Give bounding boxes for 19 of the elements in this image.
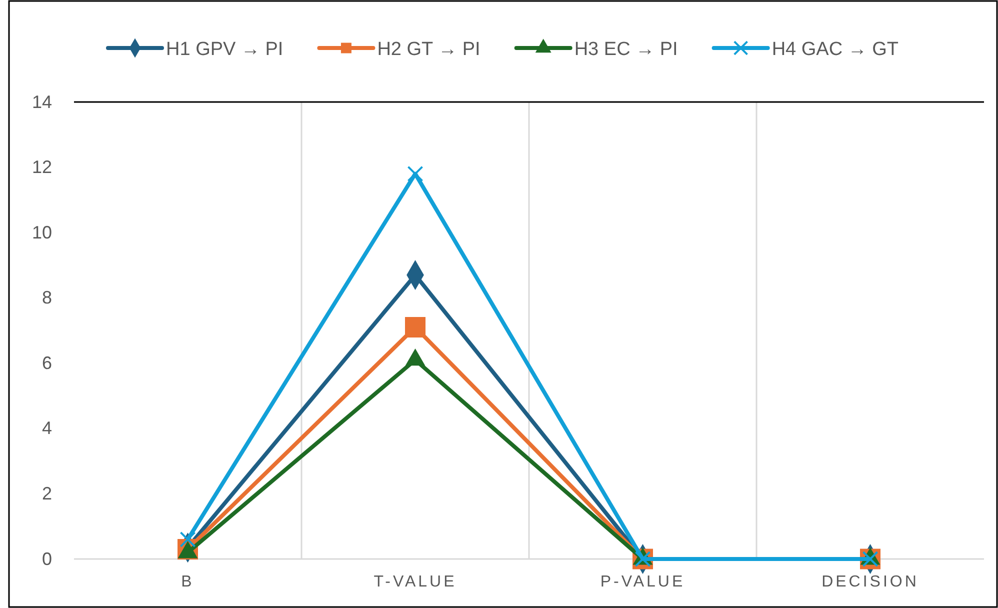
y-tick-label: 10 bbox=[32, 222, 52, 242]
legend-label: H4 GAC → GT bbox=[772, 39, 899, 60]
point bbox=[405, 316, 426, 338]
x-tick-label: T-VALUE bbox=[374, 573, 457, 590]
legend-label: H1 GPV → PI bbox=[166, 39, 284, 60]
x-tick-label: B bbox=[181, 573, 194, 590]
y-tick-label: 14 bbox=[32, 92, 52, 112]
y-tick-label: 8 bbox=[42, 288, 52, 308]
point bbox=[407, 166, 424, 182]
y-tick-label: 6 bbox=[42, 352, 52, 373]
y-tick-label: 12 bbox=[32, 157, 52, 178]
y-tick-label: 2 bbox=[42, 483, 52, 504]
point bbox=[180, 531, 196, 548]
legend-label: H3 EC → PI bbox=[574, 39, 678, 60]
y-tick-label: 4 bbox=[42, 418, 52, 438]
x-tick-label: DECISION bbox=[822, 573, 919, 590]
x-tick-label: P-VALUE bbox=[600, 573, 686, 590]
legend-label: H2 GT → PI bbox=[377, 39, 480, 60]
y-tick-label: 0 bbox=[42, 548, 52, 569]
